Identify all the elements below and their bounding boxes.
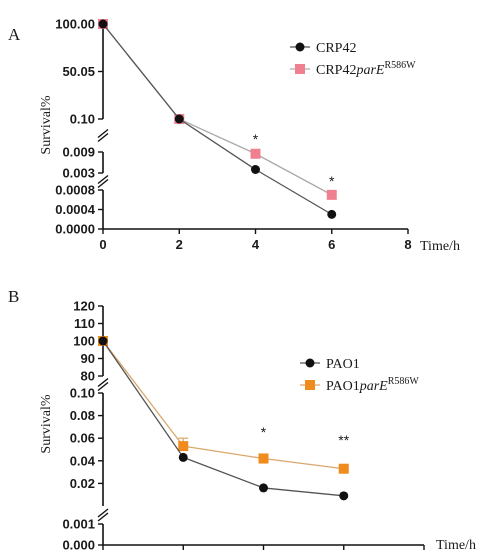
x-tick-label: 2	[176, 237, 183, 252]
data-point	[339, 491, 349, 501]
y-axis-title: Survival%	[39, 394, 54, 453]
axis-break-mark	[97, 512, 109, 522]
y-tick-label: 0.10	[70, 386, 95, 401]
y-tick-label: 0.06	[70, 431, 95, 446]
y-tick-label: 0.001	[62, 517, 95, 532]
axis-break-mark	[97, 128, 109, 139]
x-tick-label: 4	[252, 237, 260, 252]
y-tick-label: 110	[74, 316, 95, 331]
series-line	[255, 168, 333, 215]
axis-break-mark	[97, 381, 109, 392]
series-line	[255, 153, 333, 196]
y-axis-title: Survival%	[39, 95, 54, 154]
axis-break-mark	[97, 132, 109, 143]
series-line	[183, 456, 264, 489]
legend-marker	[305, 380, 315, 390]
y-tick-label: 0.009	[62, 145, 95, 160]
data-point	[338, 463, 349, 474]
y-tick-label: 0.0004	[55, 202, 96, 217]
y-tick-label: 0.003	[62, 166, 95, 181]
y-tick-label: 0.02	[70, 476, 95, 491]
data-point	[251, 165, 260, 174]
legend-label: PAO1	[326, 357, 360, 372]
legend: PAO1 PAO1parER586W	[300, 357, 419, 394]
data-point	[327, 209, 337, 219]
data-point	[259, 483, 268, 493]
significance-marker: **	[338, 432, 349, 448]
data-point	[178, 441, 189, 452]
data-point	[258, 453, 269, 464]
series-line	[102, 23, 180, 120]
panel-letter: A	[8, 25, 21, 44]
series-wildtype	[98, 336, 349, 501]
axis-break-mark	[97, 508, 109, 518]
axis-break-mark	[97, 174, 109, 185]
data-point	[98, 336, 108, 346]
axis-break-mark	[97, 377, 109, 388]
legend-label: PAO1parER586W	[326, 376, 419, 394]
series-wildtype	[98, 19, 337, 219]
panel-b: B 0.000 0.001 0.02 0.04 0.06 0.08 0.10 80 90 100 11…	[8, 287, 476, 550]
legend-label: CRP42parER586W	[316, 60, 416, 78]
series-line	[102, 340, 184, 447]
y-tick-label: 0.04	[70, 453, 96, 468]
x-tick-label: 6	[328, 237, 335, 252]
y-tick-label: 0.000	[62, 538, 95, 550]
significance-marker: *	[253, 131, 259, 147]
data-point	[250, 148, 261, 159]
legend: CRP42 CRP42parER586W	[290, 41, 416, 78]
y-tick-label: 100.00	[55, 17, 95, 32]
x-axis-title: Time/h	[420, 239, 460, 254]
series-line	[178, 118, 256, 171]
y-tick-label: 120	[73, 299, 95, 314]
axis-break-mark	[97, 178, 109, 189]
series-line	[178, 118, 256, 155]
significance-marker: *	[261, 424, 267, 440]
panel-a: A 0.0000 0.0004 0.0008 0.003 0.009 0.10 50.05 10…	[8, 17, 460, 255]
data-point	[326, 189, 337, 200]
series-line	[183, 445, 264, 460]
legend-marker	[305, 358, 315, 368]
x-axis-title: Time/h	[436, 538, 476, 550]
series-line	[263, 457, 344, 470]
y-tick-label: 0.0000	[55, 222, 95, 237]
x-tick-label: 8	[404, 237, 411, 252]
legend-marker	[295, 64, 305, 74]
series-line	[263, 487, 344, 497]
y-tick-label: 0.08	[70, 408, 95, 423]
series-mutant	[98, 336, 349, 474]
legend-label: CRP42	[316, 41, 356, 56]
significance-marker: *	[329, 173, 335, 189]
data-point	[98, 19, 108, 29]
series-line	[102, 340, 184, 458]
data-point	[174, 114, 184, 124]
y-tick-label: 50.05	[62, 64, 95, 79]
y-tick-label: 100	[73, 334, 95, 349]
y-tick-label: 0.10	[70, 112, 95, 127]
panel-letter: B	[8, 287, 19, 306]
x-tick-label: 0	[99, 237, 106, 252]
data-point	[178, 452, 188, 462]
y-tick-label: 90	[81, 351, 95, 366]
y-tick-label: 80	[81, 369, 95, 384]
legend-marker	[295, 42, 305, 52]
y-tick-label: 0.0008	[55, 183, 95, 198]
